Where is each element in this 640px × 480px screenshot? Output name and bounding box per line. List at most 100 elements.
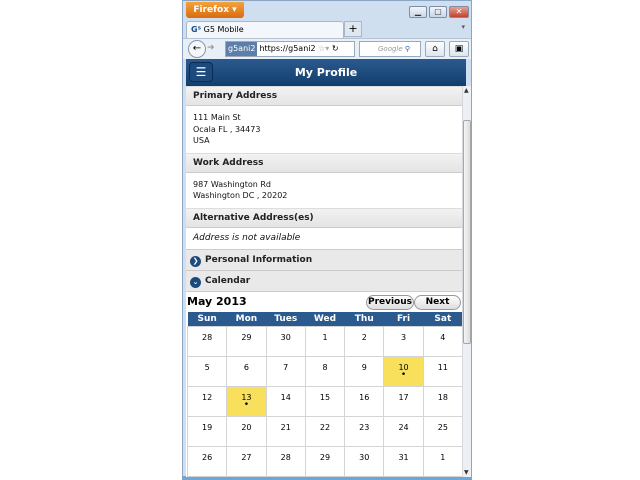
close-button[interactable]: ✕ bbox=[449, 6, 469, 18]
calendar-day[interactable]: 23 bbox=[344, 415, 385, 447]
calendar-day[interactable]: 31 bbox=[383, 445, 424, 477]
event-dot-icon: • bbox=[243, 399, 250, 410]
menu-button[interactable]: ☰ bbox=[189, 62, 213, 82]
calendar-day[interactable]: 28 bbox=[186, 325, 228, 357]
back-button[interactable]: ← bbox=[188, 40, 206, 58]
primary-address-header: Primary Address bbox=[186, 86, 464, 106]
day-number: 1 bbox=[440, 452, 446, 462]
calendar-week: 12 13 • 14 15 16 17 18 bbox=[186, 385, 464, 417]
day-number: 14 bbox=[280, 392, 291, 402]
day-number: 13 bbox=[241, 392, 252, 402]
day-number: 8 bbox=[322, 362, 328, 372]
day-number: 29 bbox=[241, 332, 252, 342]
calendar-day[interactable]: 19 bbox=[186, 415, 228, 447]
calendar-day[interactable]: 20 bbox=[226, 415, 267, 447]
calendar-day[interactable]: 4 bbox=[422, 325, 464, 357]
calendar-day[interactable]: 1 bbox=[304, 325, 346, 357]
new-tab-button[interactable]: + bbox=[344, 21, 362, 37]
search-box[interactable]: Google ⚲ bbox=[359, 41, 421, 57]
day-number: 28 bbox=[280, 452, 291, 462]
day-number: 20 bbox=[241, 422, 252, 432]
scroll-up-icon[interactable]: ▲ bbox=[464, 87, 469, 94]
calendar-day[interactable]: 7 bbox=[265, 355, 306, 387]
calendar-day[interactable]: 18 bbox=[422, 385, 464, 417]
day-number: 10 bbox=[398, 362, 409, 372]
chevron-down-icon: ⌄ bbox=[190, 277, 201, 288]
calendar-day[interactable]: 16 bbox=[344, 385, 385, 417]
next-button[interactable]: Next bbox=[414, 295, 461, 310]
calendar-day[interactable]: 2 bbox=[344, 325, 385, 357]
app-header: ☰ My Profile bbox=[186, 59, 466, 86]
calendar-day[interactable]: 17 bbox=[383, 385, 424, 417]
calendar-day[interactable]: 12 bbox=[186, 385, 228, 417]
calendar-day[interactable]: 27 bbox=[226, 445, 267, 477]
tab-g5-mobile[interactable]: G⁵ G5 Mobile bbox=[186, 21, 344, 38]
calendar-day[interactable]: 1 bbox=[422, 445, 464, 477]
day-number: 15 bbox=[319, 392, 331, 402]
page-title: My Profile bbox=[294, 66, 358, 79]
scroll-down-icon[interactable]: ▼ bbox=[464, 469, 469, 476]
calendar-week: 19 20 21 22 23 24 25 bbox=[186, 415, 464, 447]
primary-address: 111 Main St Ocala FL , 34473 USA bbox=[193, 113, 261, 145]
calendar-day[interactable]: 24 bbox=[383, 415, 424, 447]
home-button[interactable]: ⌂ bbox=[425, 41, 445, 57]
day-number: 9 bbox=[361, 362, 367, 372]
bookmark-star-icon[interactable]: ☆▾ bbox=[315, 44, 330, 53]
calendar-day[interactable]: 21 bbox=[265, 415, 306, 447]
maximize-button[interactable]: ▢ bbox=[429, 6, 447, 18]
navigation-toolbar: ← ➜ g5ani2 https://g5ani2 ☆▾ ↻ Google ⚲ ⌂… bbox=[183, 38, 471, 59]
calendar-day[interactable]: 13 • bbox=[226, 385, 267, 417]
calendar-day[interactable]: 15 bbox=[304, 385, 346, 417]
url-bar[interactable]: g5ani2 https://g5ani2 ☆▾ ↻ bbox=[225, 41, 355, 57]
calendar-day[interactable]: 9 bbox=[344, 355, 385, 387]
weekday-header: Thu bbox=[344, 312, 384, 326]
calendar-day[interactable]: 30 bbox=[344, 445, 385, 477]
calendar-day[interactable]: 25 bbox=[422, 415, 464, 447]
scrollbar[interactable]: ▲ ▼ bbox=[462, 86, 471, 477]
calendar-day[interactable]: 29 bbox=[226, 325, 267, 357]
calendar-day[interactable]: 14 bbox=[265, 385, 306, 417]
scrollbar-thumb[interactable] bbox=[463, 120, 471, 344]
forward-button[interactable]: ➜ bbox=[207, 43, 215, 53]
previous-button[interactable]: Previous bbox=[366, 295, 414, 310]
calendar-day[interactable]: 3 bbox=[383, 325, 424, 357]
content: Primary Address 111 Main St Ocala FL , 34… bbox=[186, 86, 464, 477]
alternative-address-header: Alternative Address(es) bbox=[186, 207, 464, 228]
personal-information-toggle[interactable]: ❯ Personal Information bbox=[186, 250, 464, 271]
calendar-day[interactable]: 5 bbox=[186, 355, 228, 387]
work-address-header: Work Address bbox=[186, 152, 464, 173]
calendar-grid: Sun Mon Tues Wed Thu Fri Sat 28 29 30 1 2 3 4 5 6 7 8 9 10… bbox=[186, 312, 464, 477]
day-number: 24 bbox=[398, 422, 409, 432]
alternative-address-message: Address is not available bbox=[186, 228, 464, 250]
day-number: 23 bbox=[359, 422, 370, 432]
tab-list-icon[interactable]: ▾ bbox=[461, 23, 465, 31]
day-number: 7 bbox=[283, 362, 289, 372]
bookmarks-button[interactable]: ▣ bbox=[449, 41, 469, 57]
calendar-week: 26 27 28 29 30 31 1 bbox=[186, 445, 464, 477]
calendar-day[interactable]: 30 bbox=[265, 325, 306, 357]
reload-icon[interactable]: ↻ bbox=[331, 44, 339, 53]
weekday-header: Wed bbox=[305, 312, 345, 326]
search-icon[interactable]: ⚲ bbox=[404, 45, 411, 53]
weekday-header: Tues bbox=[266, 312, 306, 326]
calendar-day[interactable]: 10 • bbox=[383, 355, 424, 387]
day-number: 28 bbox=[202, 332, 213, 342]
day-number: 3 bbox=[401, 332, 407, 342]
event-dot-icon: • bbox=[400, 369, 407, 380]
calendar-day[interactable]: 29 bbox=[304, 445, 346, 477]
calendar-toggle[interactable]: ⌄ Calendar bbox=[186, 271, 464, 292]
favicon-icon: G⁵ bbox=[191, 25, 202, 34]
calendar-day[interactable]: 22 bbox=[304, 415, 346, 447]
calendar-day[interactable]: 28 bbox=[265, 445, 306, 477]
day-number: 1 bbox=[322, 332, 328, 342]
day-number: 29 bbox=[319, 452, 331, 462]
calendar-day[interactable]: 8 bbox=[304, 355, 346, 387]
calendar-day[interactable]: 11 bbox=[422, 355, 464, 387]
calendar-day[interactable]: 6 bbox=[226, 355, 267, 387]
calendar-day[interactable]: 26 bbox=[186, 445, 228, 477]
web-page: ☰ My Profile Primary Address 111 Main St… bbox=[186, 59, 466, 477]
firefox-menu-button[interactable]: Firefox ▾ bbox=[186, 2, 244, 18]
site-identity-badge[interactable]: g5ani2 bbox=[226, 42, 258, 56]
minimize-button[interactable]: ▁ bbox=[409, 6, 427, 18]
chevron-right-icon: ❯ bbox=[190, 256, 201, 267]
